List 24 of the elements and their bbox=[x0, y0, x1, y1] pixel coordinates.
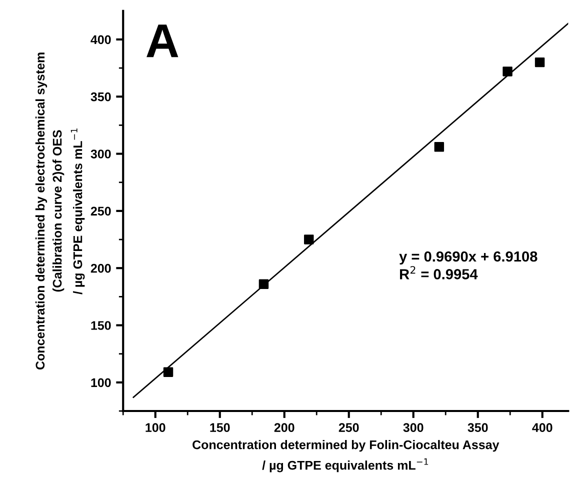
annotation: y = 0.9690x + 6.9108 R$^{2}$ = 0.9954 bbox=[399, 251, 538, 280]
y-tick-label: 150 bbox=[91, 321, 111, 330]
y-axis-title: Concentration determined by electrochemical system (Calibration curve 2)of OES / µg GTPE equivalents mL$^{−1}$ bbox=[35, 52, 85, 370]
y-tick-label: 250 bbox=[90, 206, 111, 216]
point bbox=[502, 66, 512, 76]
x-tick-label: 200 bbox=[274, 423, 294, 432]
x-tick-label: 400 bbox=[532, 423, 552, 432]
y-tick-label: 400 bbox=[90, 35, 111, 44]
y-tick-label: 300 bbox=[90, 150, 111, 158]
point bbox=[258, 279, 269, 289]
y-tick-label: 200 bbox=[90, 264, 111, 273]
x-axis-title: Concentration determined by Folin-Ciocalteu Assay / µg GTPE equivalents mL$^{−1}$ bbox=[192, 440, 500, 472]
annotation: A bbox=[146, 24, 178, 58]
x-tick-label: 150 bbox=[210, 423, 230, 432]
x-tick-label: 100 bbox=[146, 423, 166, 432]
y-tick-label: 350 bbox=[90, 92, 111, 102]
y-tick-label: 100 bbox=[91, 378, 111, 388]
point bbox=[534, 57, 545, 68]
point bbox=[163, 367, 174, 377]
x-tick-label: 350 bbox=[468, 423, 488, 432]
point bbox=[434, 142, 444, 152]
x-tick-label: 250 bbox=[338, 423, 359, 432]
x-tick-label: 300 bbox=[403, 423, 424, 432]
point bbox=[304, 234, 314, 244]
